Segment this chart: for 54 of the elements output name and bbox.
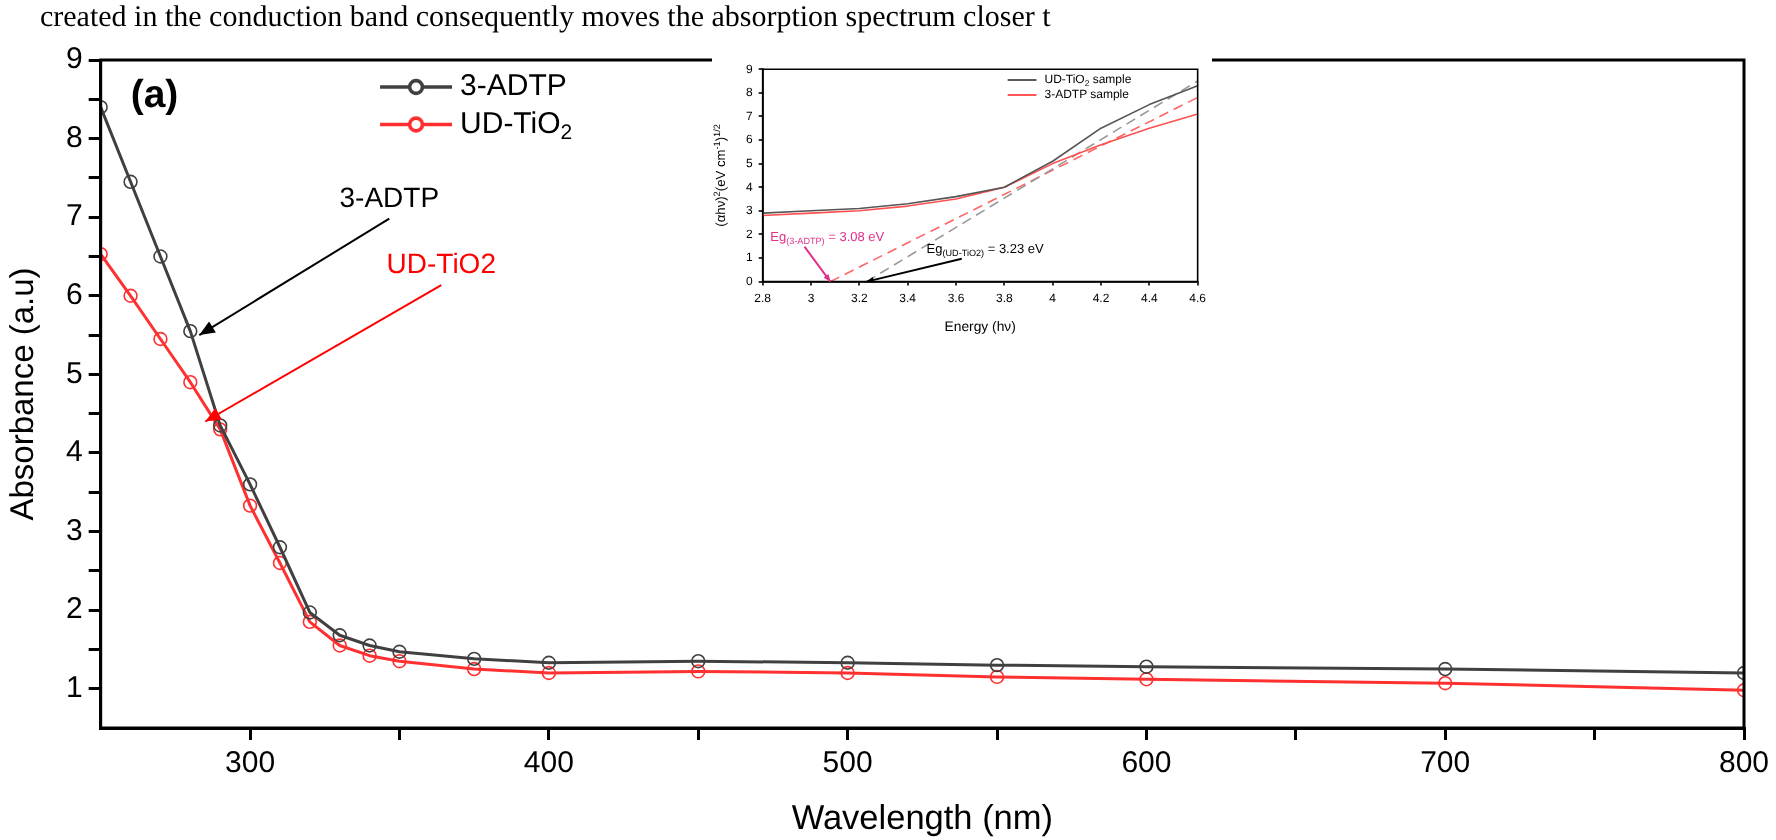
y-tick-label: 4 bbox=[66, 435, 83, 470]
point bbox=[153, 331, 168, 347]
point bbox=[242, 477, 258, 492]
point bbox=[392, 654, 407, 669]
point bbox=[466, 661, 482, 677]
point bbox=[183, 323, 198, 339]
point bbox=[272, 555, 288, 571]
point bbox=[183, 375, 198, 390]
point bbox=[362, 638, 377, 653]
y-tick-label: 3 bbox=[66, 513, 83, 548]
annotation: 3-ADTP bbox=[339, 180, 440, 213]
y-tick-label: 2 bbox=[66, 592, 83, 627]
point bbox=[691, 664, 706, 679]
point bbox=[332, 638, 347, 653]
point bbox=[1139, 659, 1154, 674]
x-tick-label: 600 bbox=[1121, 746, 1172, 781]
point bbox=[466, 651, 482, 667]
x-tick-label: 300 bbox=[225, 746, 276, 781]
x-axis-title: Wavelength (nm) bbox=[791, 796, 1054, 837]
point bbox=[272, 540, 288, 555]
chart-title: (a) bbox=[130, 72, 179, 117]
point bbox=[1438, 676, 1453, 691]
y-tick-label: 1 bbox=[66, 670, 83, 705]
point bbox=[541, 655, 557, 670]
y-tick-label: 8 bbox=[66, 120, 83, 155]
point bbox=[302, 605, 318, 620]
x-tick-label: 500 bbox=[822, 746, 873, 781]
point bbox=[840, 665, 855, 681]
legend-label: 3-ADTP bbox=[460, 69, 567, 104]
point bbox=[691, 654, 706, 669]
point bbox=[1438, 661, 1453, 677]
point bbox=[153, 249, 168, 264]
y-axis-title: Absorbance (a.u) bbox=[5, 267, 42, 521]
point bbox=[332, 628, 347, 643]
point bbox=[989, 669, 1005, 685]
text: created in the conduction band consequently moves the absorption spectrum closer t bbox=[40, 2, 1051, 34]
x-tick-label: 400 bbox=[523, 746, 574, 781]
point bbox=[392, 644, 407, 659]
point bbox=[123, 288, 138, 303]
point bbox=[302, 614, 318, 630]
point bbox=[123, 174, 138, 190]
point bbox=[541, 665, 557, 681]
y-tick-label: 7 bbox=[66, 199, 83, 234]
y-tick-label: 5 bbox=[66, 356, 83, 391]
point bbox=[362, 648, 377, 663]
point bbox=[989, 657, 1005, 673]
point bbox=[242, 498, 258, 513]
x-tick-label: 800 bbox=[1718, 746, 1770, 781]
point bbox=[1139, 672, 1154, 687]
y-tick-label: 6 bbox=[66, 278, 83, 313]
x-tick-label: 700 bbox=[1420, 746, 1471, 781]
annotation: UD-TiO2 bbox=[386, 247, 497, 280]
point bbox=[840, 655, 855, 670]
y-tick-label: 9 bbox=[66, 42, 83, 77]
